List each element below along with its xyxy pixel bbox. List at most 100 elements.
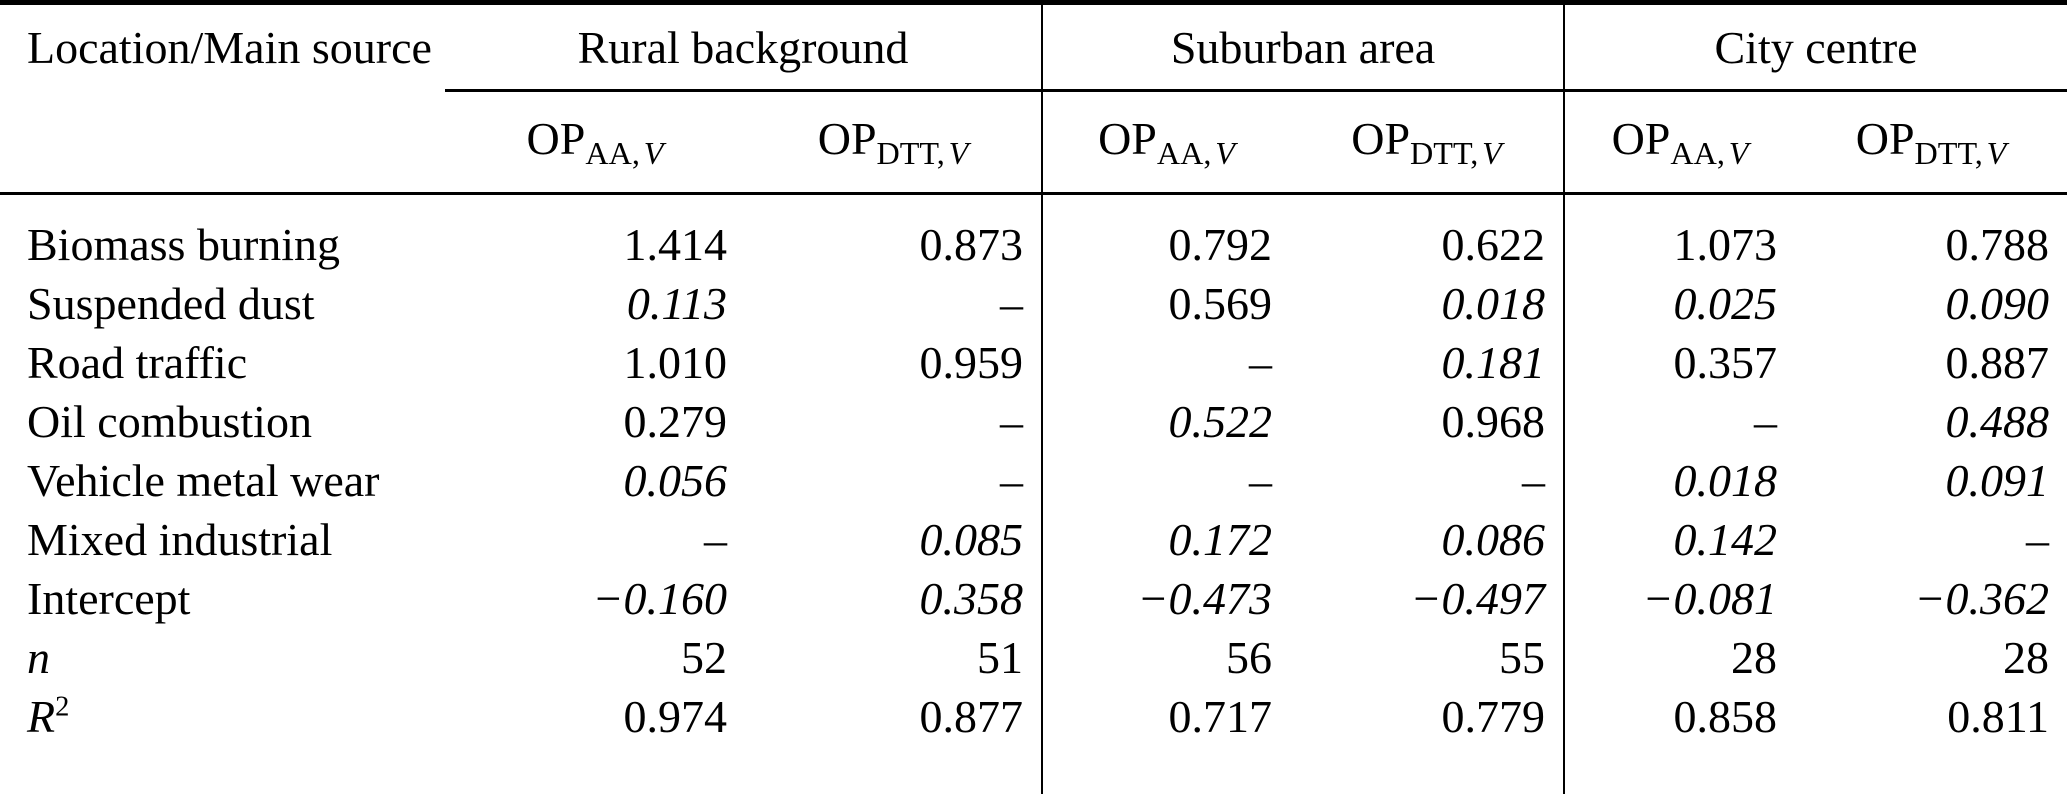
table-cell: 56 — [1041, 628, 1291, 687]
op-subscript-var: V — [948, 134, 969, 171]
row-label: Vehicle metal wear — [0, 451, 445, 510]
row-label-text: Biomass burning — [27, 219, 341, 270]
table-cell: −0.497 — [1410, 573, 1546, 624]
table-cell: 0.086 — [1441, 514, 1546, 565]
table-cell: – — [1522, 455, 1546, 506]
op-subscript: DTT, — [876, 134, 945, 171]
col-header-city-op-aa: OPAA, V — [1563, 90, 1796, 195]
table-cell: 0.873 — [919, 219, 1024, 270]
table-cell: 0.090 — [1945, 278, 2050, 329]
op-label: OP — [1611, 113, 1671, 165]
table-cell: −0.473 — [1041, 569, 1291, 628]
table-cell: 55 — [1499, 632, 1546, 683]
table-cell: 0.887 — [1945, 337, 2050, 388]
table-cell: −0.362 — [1914, 573, 2050, 624]
col-header-rural-op-dtt: OPDTT, V — [745, 90, 1043, 195]
table-cell: −0.160 — [592, 573, 727, 624]
table-cell: 0.792 — [1041, 193, 1291, 274]
table-cell: 0.113 — [626, 278, 727, 329]
sub-header-row: OPAA, V OPDTT, V OPAA, V OPDTT, V OPAA, V OPD… — [0, 90, 2067, 195]
table-cell: 0.877 — [919, 691, 1024, 742]
table-cell: 0.279 — [623, 396, 728, 447]
table-row-mixed-industrial: Mixed industrial – 0.085 0.172 0.086 0.1… — [0, 510, 2067, 569]
row-label-text: Suspended dust — [27, 278, 315, 329]
op-label: OP — [817, 113, 877, 165]
op-subscript: DTT, — [1914, 134, 1983, 171]
row-label: Suspended dust — [0, 274, 445, 333]
table-row-vehicle-metal-wear: Vehicle metal wear 0.056 – – – 0.018 0.0… — [0, 451, 2067, 510]
table-cell: 0.522 — [1041, 392, 1291, 451]
row-label-text: Oil combustion — [27, 396, 312, 447]
table-row-r-squared: R2 0.974 0.877 0.717 0.779 0.858 0.811 — [0, 687, 2067, 794]
op-label: OP — [1098, 113, 1157, 165]
op-subscript-var: V — [1986, 134, 2007, 171]
op-label: OP — [1855, 113, 1915, 165]
op-subscript-var: V — [1482, 134, 1502, 171]
row-label-text: Road traffic — [27, 337, 248, 388]
table-cell: – — [1041, 451, 1291, 510]
table-cell: 0.488 — [1945, 396, 2050, 447]
table-cell: – — [1563, 392, 1796, 451]
op-subscript-var: V — [1728, 134, 1749, 171]
table-cell: 0.968 — [1441, 396, 1546, 447]
op-subscript: AA, — [1670, 134, 1725, 171]
table-row-suspended-dust: Suspended dust 0.113 – 0.569 0.018 0.025… — [0, 274, 2067, 333]
table-cell: – — [1000, 455, 1024, 506]
row-label: Road traffic — [0, 333, 445, 392]
table-row-biomass-burning: Biomass burning 1.414 0.873 0.792 0.622 … — [0, 193, 2067, 275]
table-cell: 51 — [977, 632, 1024, 683]
row-label: Mixed industrial — [0, 510, 445, 569]
table-cell: 52 — [681, 632, 727, 683]
table-cell: – — [2026, 514, 2050, 565]
row-label: n — [0, 628, 445, 687]
table-cell: 1.414 — [623, 219, 728, 270]
op-label: OP — [526, 113, 586, 165]
table-cell: 0.569 — [1041, 274, 1291, 333]
table-cell: 1.010 — [623, 337, 728, 388]
op-subscript-var: V — [643, 134, 664, 171]
group-header-city: City centre — [1563, 2, 2067, 92]
op-label: OP — [1351, 113, 1411, 165]
table-cell: 0.717 — [1041, 687, 1291, 794]
col-header-city-op-dtt: OPDTT, V — [1795, 90, 2067, 195]
table-cell: −0.081 — [1563, 569, 1796, 628]
table-cell: 0.142 — [1563, 510, 1796, 569]
row-label-text: Intercept — [27, 573, 191, 624]
table-cell: 0.181 — [1441, 337, 1546, 388]
col-header-suburban-op-aa: OPAA, V — [1041, 90, 1291, 195]
table-cell: 0.811 — [1947, 691, 2050, 742]
op-subscript: DTT, — [1410, 134, 1479, 171]
table-cell: 0.622 — [1441, 219, 1546, 270]
table-cell: 0.056 — [623, 455, 728, 506]
row-label: Intercept — [0, 569, 445, 628]
sub-header-empty — [0, 90, 445, 195]
table-cell: 0.779 — [1441, 691, 1546, 742]
table-row-intercept: Intercept −0.160 0.358 −0.473 −0.497 −0.… — [0, 569, 2067, 628]
table-cell: 0.858 — [1563, 687, 1796, 794]
op-subscript-var: V — [1215, 134, 1235, 171]
table-cell: 0.018 — [1563, 451, 1796, 510]
table-cell: 0.358 — [919, 573, 1024, 624]
group-header-row: Location/Main source Rural background Su… — [0, 2, 2067, 92]
row-label: Biomass burning — [0, 194, 445, 275]
table-cell: – — [704, 514, 727, 565]
table-cell: 0.172 — [1041, 510, 1291, 569]
col-header-rural-op-aa: OPAA, V — [445, 90, 745, 195]
table-cell: 0.974 — [623, 691, 728, 742]
group-header-suburban: Suburban area — [1041, 2, 1565, 92]
table-cell: 0.085 — [919, 514, 1024, 565]
row-label-text: R — [27, 691, 56, 742]
table-cell: 1.073 — [1563, 193, 1796, 274]
table-cell: 0.025 — [1563, 274, 1796, 333]
table-cell: – — [1041, 333, 1291, 392]
op-subscript: AA, — [1156, 134, 1212, 171]
table-cell: 0.018 — [1441, 278, 1546, 329]
col-header-suburban-op-dtt: OPDTT, V — [1290, 90, 1565, 195]
row-label: Oil combustion — [0, 392, 445, 451]
op-subscript: AA, — [585, 134, 640, 171]
table-row-n: n 52 51 56 55 28 28 — [0, 628, 2067, 687]
row-label-superscript: 2 — [55, 691, 70, 723]
table-cell: 28 — [1563, 628, 1796, 687]
